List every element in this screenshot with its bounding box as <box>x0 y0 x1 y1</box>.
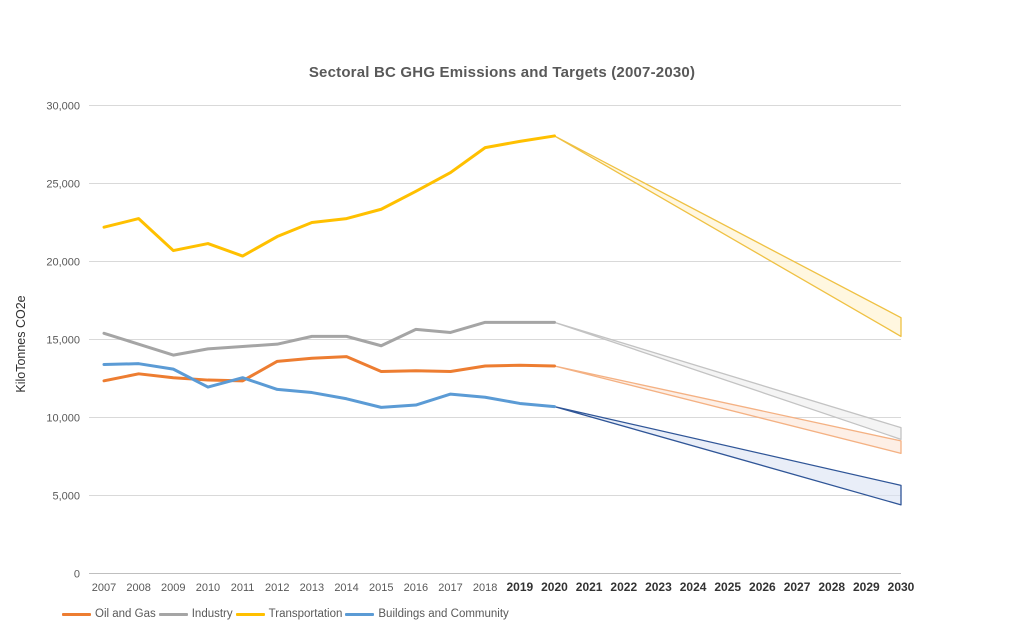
legend-item-oil-and-gas: Oil and Gas <box>62 608 156 620</box>
x-tick-label: 2026 <box>749 580 776 594</box>
y-tick-label: 20,000 <box>46 257 80 269</box>
y-tick-label: 30,000 <box>46 101 80 113</box>
series-line-buildings-and-community <box>102 362 556 409</box>
x-tick-label: 2025 <box>714 580 741 594</box>
y-tick-label: 0 <box>74 569 80 581</box>
y-tick-label: 5,000 <box>52 491 80 503</box>
y-tick-label: 25,000 <box>46 179 80 191</box>
legend-swatch-industry <box>158 612 188 616</box>
target-band-transportation <box>553 135 902 338</box>
x-tick-label: 2022 <box>610 580 637 594</box>
legend-item-buildings-and-community: Buildings and Community <box>345 608 509 620</box>
legend-swatch-buildings-and-community <box>345 612 375 616</box>
x-tick-label: 2029 <box>853 580 880 594</box>
x-tick-label: 2010 <box>196 582 220 594</box>
x-tick-label: 2017 <box>438 582 462 594</box>
chart-title: Sectoral BC GHG Emissions and Targets (2… <box>308 64 696 81</box>
target-band-industry <box>553 321 902 440</box>
target-band-oil-and-gas <box>553 365 902 455</box>
x-tick-label: 2019 <box>506 580 533 594</box>
x-tick-label: 2023 <box>645 580 672 594</box>
x-tick-label: 2027 <box>784 580 811 594</box>
legend-label-oil-and-gas: Oil and Gas <box>95 608 156 620</box>
x-tick-label: 2030 <box>888 580 915 594</box>
x-tick-label: 2012 <box>265 582 289 594</box>
legend-label-buildings-and-community: Buildings and Community <box>378 608 509 620</box>
series-line-transportation <box>102 134 556 258</box>
y-tick-label: 10,000 <box>46 413 80 425</box>
x-tick-label: 2024 <box>680 580 707 594</box>
legend: Oil and Gas Industry Transportation Buildin… <box>62 608 512 620</box>
series-line-industry <box>102 320 556 357</box>
x-tick-label: 2016 <box>404 582 428 594</box>
x-tick-label: 2018 <box>473 582 497 594</box>
y-axis-title: KiloTonnes CO2e <box>14 295 28 393</box>
x-tick-label: 2021 <box>576 580 603 594</box>
x-tick-label: 2009 <box>161 582 185 594</box>
x-tick-label: 2020 <box>541 580 568 594</box>
x-tick-label: 2028 <box>818 580 845 594</box>
legend-swatch-transportation <box>235 612 265 616</box>
x-tick-label: 2013 <box>300 582 324 594</box>
legend-swatch-oil-and-gas <box>62 612 91 616</box>
x-tick-label: 2007 <box>92 582 116 594</box>
y-tick-label: 15,000 <box>46 335 80 347</box>
x-tick-label: 2008 <box>126 582 150 594</box>
legend-item-industry: Industry <box>158 608 233 620</box>
x-tick-label: 2015 <box>369 582 393 594</box>
x-tick-label: 2011 <box>231 582 255 594</box>
legend-label-industry: Industry <box>191 608 233 620</box>
legend-label-transportation: Transportation <box>268 608 343 620</box>
legend-item-transportation: Transportation <box>235 608 343 620</box>
target-band-buildings-and-community <box>553 405 902 506</box>
x-tick-label: 2014 <box>334 582 358 594</box>
series-line-oil-and-gas <box>102 355 556 383</box>
